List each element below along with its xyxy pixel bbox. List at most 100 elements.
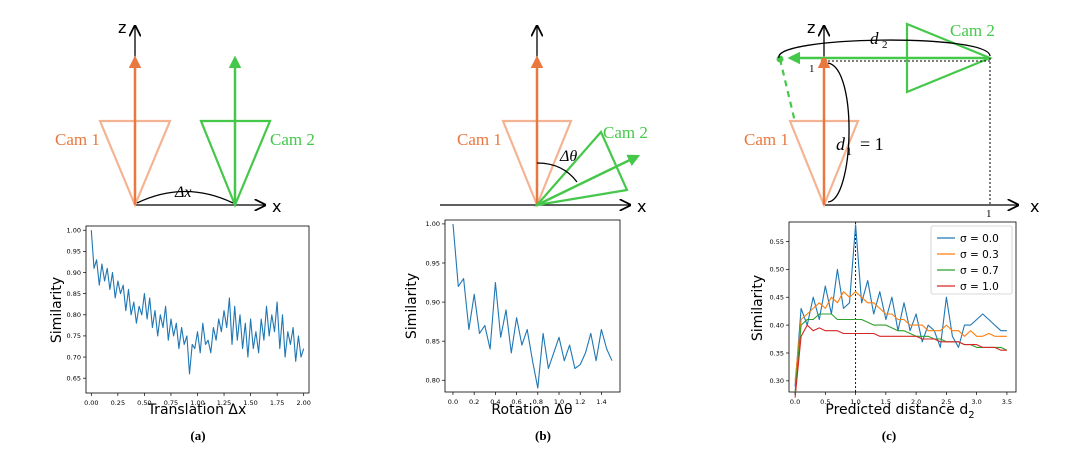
x-axis-title: Predicted distance d2 bbox=[825, 402, 974, 421]
x-tick-label: 1.25 bbox=[217, 399, 231, 407]
y-tick-label: 0.80 bbox=[426, 377, 440, 385]
chart-a: 0.00 0.25 0.50 0.75 1.00 1.25 1.50 1.75 2.00 0.6… bbox=[49, 225, 311, 418]
series-group bbox=[794, 224, 1008, 398]
plot-frame bbox=[85, 225, 310, 394]
legend-label: σ = 1.0 bbox=[960, 281, 999, 293]
panel-label-c: (c) bbox=[882, 428, 896, 443]
chart-b: 0.0 0.2 0.4 0.6 0.8 1.0 1.2 1.4 0.80 0.85 0.90 0.9… bbox=[404, 219, 621, 418]
delta-arc bbox=[536, 162, 578, 183]
predicted-dashed-line bbox=[778, 58, 797, 123]
d2-label: d bbox=[870, 29, 879, 48]
series-line bbox=[794, 291, 1007, 381]
legend: σ = 0.0 σ = 0.3 σ = 0.7 σ = 1.0 bbox=[930, 225, 1013, 295]
series-line bbox=[794, 313, 1008, 393]
x-tick-label: 0.75 bbox=[164, 399, 178, 407]
x-axis-title: Rotation Δθ bbox=[491, 402, 572, 418]
diagram-b: x Cam 1 Cam 2 Δθ bbox=[440, 26, 648, 216]
y-tick-label: 0.35 bbox=[770, 349, 784, 357]
y-tick-label: 0.75 bbox=[67, 332, 81, 340]
legend-label: σ = 0.0 bbox=[960, 233, 999, 245]
tick-top-label: 1 bbox=[809, 63, 815, 75]
y-ticks: 0.30 0.35 0.40 0.45 0.50 0.55 bbox=[770, 238, 789, 385]
series-line bbox=[794, 324, 1007, 398]
delta-label: Δx bbox=[174, 184, 192, 201]
z-axis-label: z bbox=[118, 18, 126, 37]
legend-box bbox=[930, 225, 1013, 295]
series-line bbox=[452, 223, 613, 389]
y-tick-label: 0.30 bbox=[770, 377, 784, 385]
x-axis-label: x bbox=[1030, 197, 1039, 216]
y-axis-title: Similarity bbox=[750, 275, 766, 341]
x-ticks: 0.00 0.25 0.50 0.75 1.00 1.25 1.50 1.75 2.00 bbox=[84, 393, 311, 407]
x-axis-title: Translation Δx bbox=[147, 402, 247, 418]
cam1-label: Cam 1 bbox=[744, 130, 789, 149]
x-tick-label: 0.0 bbox=[790, 398, 800, 406]
x-tick-label: 3.0 bbox=[971, 398, 981, 406]
cam1-label: Cam 1 bbox=[457, 130, 502, 149]
d1-equals: = 1 bbox=[860, 134, 884, 154]
cam2-label: Cam 2 bbox=[270, 130, 315, 149]
series-line bbox=[90, 230, 305, 375]
x-tick-label: 0.6 bbox=[511, 398, 521, 406]
x-tick-label: 0.00 bbox=[84, 399, 98, 407]
x-ticks: 0.0 0.2 0.4 0.6 0.8 1.0 1.2 1.4 bbox=[448, 392, 607, 406]
y-tick-label: 1.00 bbox=[67, 227, 81, 235]
series-line bbox=[794, 224, 1007, 387]
diagram-a: z x Cam 1 Cam 2 Δx bbox=[55, 18, 315, 216]
y-tick-label: 0.85 bbox=[67, 290, 81, 298]
y-tick-label: 0.90 bbox=[67, 269, 81, 277]
x-tick-label: 2.0 bbox=[911, 398, 921, 406]
x-axis-label: x bbox=[272, 197, 281, 216]
y-ticks: 0.65 0.70 0.75 0.80 0.85 0.90 0.95 1.00 bbox=[67, 227, 86, 383]
x-tick-label: 0.4 bbox=[490, 398, 500, 406]
legend-label: σ = 0.3 bbox=[960, 249, 999, 261]
series-group bbox=[452, 223, 613, 389]
plot-frame bbox=[788, 221, 1017, 393]
delta-label: Δθ bbox=[559, 148, 577, 165]
d2-arc bbox=[778, 39, 991, 59]
x-axis-label: x bbox=[637, 197, 646, 216]
y-axis-title: Similarity bbox=[49, 277, 65, 343]
d2-subscript: 2 bbox=[882, 39, 888, 51]
y-tick-label: 0.40 bbox=[770, 321, 784, 329]
cam2-label: Cam 2 bbox=[603, 123, 648, 142]
d1-arc bbox=[827, 62, 850, 203]
x-ticks: 0.0 0.5 1.0 1.5 2.0 2.5 3.0 3.5 bbox=[790, 392, 1012, 406]
x-tick-label: 1.0 bbox=[850, 398, 860, 406]
y-axis-title: Similarity bbox=[404, 273, 420, 339]
x-tick-label: 0.8 bbox=[533, 398, 543, 406]
y-tick-label: 0.70 bbox=[67, 353, 81, 361]
diagram-c: z x Cam 1 Cam 2 d 2 d 1 = 1 1 1 bbox=[744, 18, 1039, 220]
x-tick-label: 1.5 bbox=[881, 398, 891, 406]
x-tick-label: 0.5 bbox=[820, 398, 830, 406]
delta-arc bbox=[136, 190, 234, 204]
y-tick-label: 0.95 bbox=[67, 248, 81, 256]
x-tick-label: 1.50 bbox=[243, 399, 257, 407]
x-tick-label: 0.2 bbox=[469, 398, 479, 406]
d1-subscript: 1 bbox=[846, 144, 852, 158]
y-tick-label: 0.85 bbox=[426, 337, 440, 345]
cam2-arrow bbox=[536, 154, 641, 207]
y-tick-label: 1.00 bbox=[426, 220, 440, 228]
panel-label-b: (b) bbox=[535, 428, 551, 443]
series-group bbox=[90, 230, 305, 375]
plot-frame bbox=[444, 219, 621, 393]
x-tick-label: 1.0 bbox=[554, 398, 564, 406]
tick-x-label: 1 bbox=[986, 208, 992, 220]
x-tick-label: 2.5 bbox=[941, 398, 951, 406]
legend-label: σ = 0.7 bbox=[960, 265, 999, 277]
x-axis-title-text: Predicted distance d bbox=[825, 402, 968, 418]
x-axis-title-sub: 2 bbox=[968, 410, 974, 421]
cam2-frustum bbox=[534, 129, 629, 207]
chart-c: 0.0 0.5 1.0 1.5 2.0 2.5 3.0 3.5 0.30 0.35 0.40 0.4… bbox=[750, 221, 1017, 421]
y-tick-label: 0.80 bbox=[67, 311, 81, 319]
x-tick-label: 1.2 bbox=[575, 398, 585, 406]
x-tick-label: 1.00 bbox=[190, 399, 204, 407]
y-tick-label: 0.45 bbox=[770, 294, 784, 302]
x-tick-label: 1.75 bbox=[270, 399, 284, 407]
cam1-top-point bbox=[820, 57, 828, 65]
y-tick-label: 0.55 bbox=[770, 238, 784, 246]
y-ticks: 0.80 0.85 0.90 0.95 1.00 bbox=[426, 220, 445, 385]
x-tick-label: 0.25 bbox=[111, 399, 125, 407]
d1-label: d bbox=[836, 134, 846, 154]
